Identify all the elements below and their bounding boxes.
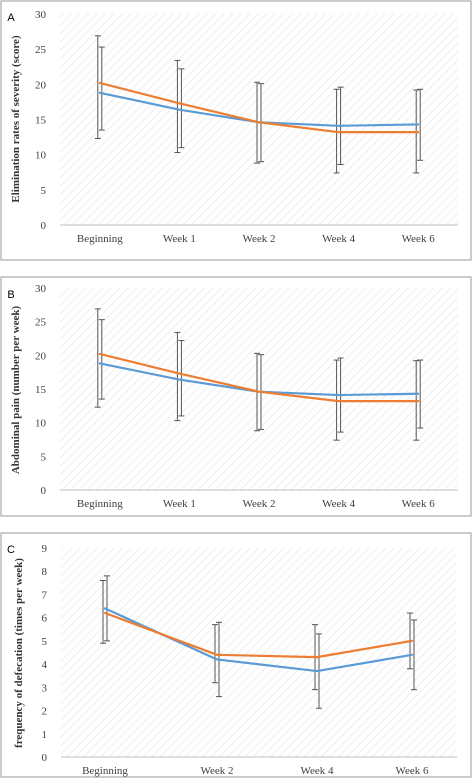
- y-tick-label: 1: [42, 729, 48, 741]
- y-tick-label: 6: [42, 613, 48, 625]
- y-tick-label: 10: [35, 418, 47, 430]
- y-tick-label: 4: [42, 659, 48, 671]
- y-tick-label: 3: [42, 682, 48, 694]
- y-tick-label: 7: [42, 589, 48, 601]
- error-bar: [417, 88, 424, 161]
- y-tick-label: 25: [35, 317, 47, 329]
- error-bar: [98, 319, 105, 400]
- error-bar: [178, 68, 185, 149]
- error-bar: [174, 59, 181, 154]
- error-bar: [411, 619, 417, 691]
- y-tick-label: 5: [41, 185, 47, 197]
- series-line-orange: [98, 352, 420, 403]
- x-tick-label: Week 1: [163, 498, 196, 510]
- y-tick-label: 20: [35, 79, 47, 91]
- y-tick-label: 20: [35, 350, 47, 362]
- y-tick-label: 15: [35, 384, 47, 396]
- error-bar: [100, 580, 106, 644]
- panel-label: C: [7, 544, 15, 556]
- y-axis-title: Elimination rates of severity (score): [10, 35, 22, 203]
- chart-panel-c: 0 1 2 3 4 5 6 7 8 9 Beginning Week 2 Week 4 Week 6 fre…: [0, 532, 472, 778]
- y-tick-label: 8: [42, 566, 48, 578]
- x-tick-label: Week 4: [322, 498, 356, 510]
- y-tick-label: 0: [41, 485, 47, 497]
- error-bar: [94, 308, 101, 408]
- error-bar: [98, 46, 105, 131]
- chart-panel-a: 0 5 10 15 20 25 30 Beginning Week 1 Week 2 Week 4 W…: [0, 0, 472, 261]
- panel-label: A: [7, 12, 15, 24]
- x-tick-label: Week 2: [200, 765, 233, 777]
- x-tick-label: Beginning: [82, 765, 128, 777]
- plot-area: [61, 548, 457, 757]
- y-tick-label: 30: [35, 283, 47, 295]
- x-tick-label: Week 6: [402, 233, 436, 245]
- x-tick-label: Week 2: [242, 233, 275, 245]
- panel-label: B: [7, 289, 14, 301]
- x-tick-label: Beginning: [77, 233, 123, 245]
- error-bar: [417, 359, 424, 429]
- y-tick-label: 25: [35, 44, 47, 56]
- chart-panel-b: 0 5 10 15 20 25 30 Beginning Week 1 Week 2 Week 4 W…: [0, 276, 472, 517]
- plot-area: [60, 14, 458, 225]
- y-tick-label: 0: [41, 220, 47, 232]
- y-tick-label: 2: [42, 706, 48, 718]
- x-tick-label: Week 1: [163, 233, 196, 245]
- y-tick-label: 30: [35, 9, 47, 21]
- x-tick-label: Week 6: [402, 498, 436, 510]
- error-bar: [94, 35, 101, 139]
- x-tick-label: Week 4: [300, 765, 334, 777]
- y-tick-label: 5: [41, 451, 47, 463]
- y-tick-label: 15: [35, 115, 47, 127]
- y-tick-label: 0: [42, 752, 48, 764]
- y-tick-label: 9: [42, 543, 48, 555]
- y-axis-title: frequency of defecation (times per week): [13, 558, 25, 748]
- y-tick-label: 5: [42, 636, 48, 648]
- x-tick-label: Week 4: [322, 233, 356, 245]
- series-line-orange: [98, 81, 420, 134]
- error-bar: [178, 340, 185, 417]
- y-tick-label: 10: [35, 150, 47, 162]
- x-tick-label: Week 6: [395, 765, 429, 777]
- x-tick-label: Beginning: [77, 498, 123, 510]
- error-bar: [174, 331, 181, 422]
- plot-area: [60, 288, 458, 490]
- x-tick-label: Week 2: [242, 498, 275, 510]
- series-line-orange: [103, 611, 414, 659]
- y-axis-title: Abdominal pain (number per week): [10, 306, 22, 475]
